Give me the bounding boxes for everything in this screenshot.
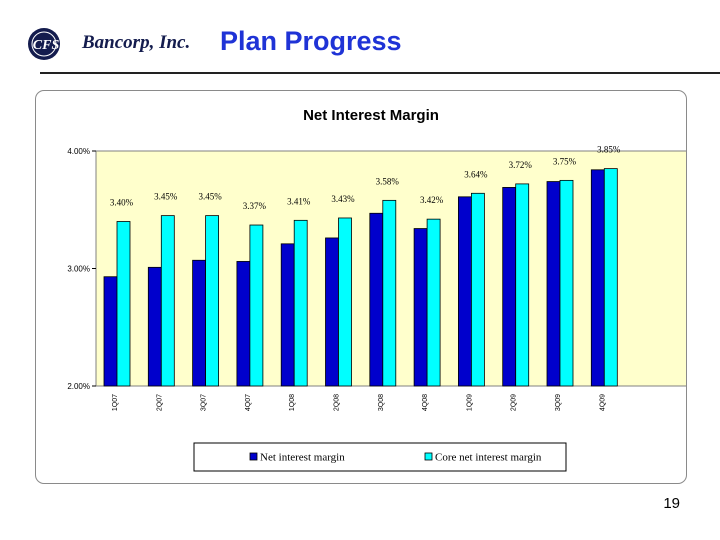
chart-frame: Net Interest Margin 2.00% 3.00% 4.00% 3.40% 1… [35,90,687,484]
bar-core-net-interest-margin [293,219,308,387]
company-logo: CFS Bancorp, Inc. [24,26,224,66]
header-divider [40,72,720,74]
slide-number: 19 [663,495,680,512]
y-tick-label: 4.00% [67,147,90,156]
x-tick-label: 3Q09 [555,394,562,411]
bar-net-interest-margin [413,228,428,387]
data-label: 3.64% [464,169,488,179]
chart-title: Net Interest Margin [303,107,439,124]
data-label: 3.45% [154,192,178,202]
x-tick-label: 2Q09 [511,394,518,411]
legend-label: Core net interest margin [435,452,542,464]
data-label: 3.45% [198,192,222,202]
bar-core-net-interest-margin [426,218,441,387]
bar-core-net-interest-margin [382,199,397,387]
x-tick-label: 3Q07 [201,394,208,411]
bar-core-net-interest-margin [160,215,175,387]
data-label: 3.42% [420,195,444,205]
data-label: 3.75% [553,156,577,166]
legend-swatch [424,452,433,461]
page-title: Plan Progress [220,26,402,56]
bar-net-interest-margin [103,276,118,387]
cfs-badge-icon: CFS [28,28,60,60]
bar-net-interest-margin [502,187,517,387]
x-tick-label: 1Q08 [289,394,296,411]
data-label: 3.37% [243,201,267,211]
x-tick-label: 1Q09 [466,394,473,411]
data-label: 3.85% [597,145,621,155]
bar-core-net-interest-margin [205,215,220,387]
bar-core-net-interest-margin [559,179,574,387]
data-label: 3.72% [509,160,533,170]
legend [193,442,567,472]
bar-core-net-interest-margin [470,192,485,387]
data-label: 3.58% [376,176,400,186]
bar-net-interest-margin [192,259,207,387]
bar-core-net-interest-margin [603,168,618,387]
bar-core-net-interest-margin [116,221,131,387]
legend-label: Net interest margin [260,452,345,464]
x-tick-label: 2Q08 [334,394,341,411]
bar-net-interest-margin [546,181,561,387]
x-tick-label: 3Q08 [378,394,385,411]
y-tick-label: 3.00% [67,265,90,274]
x-tick-label: 2Q07 [156,394,163,411]
bar-net-interest-margin [280,243,295,387]
logo-text: Bancorp, Inc. [82,32,191,53]
y-tick-label: 2.00% [67,382,90,391]
bar-core-net-interest-margin [515,183,530,387]
bar-core-net-interest-margin [338,217,352,387]
x-tick-label: 4Q07 [245,394,252,411]
data-label: 3.43% [331,194,355,204]
legend-swatch [249,452,258,461]
net-interest-margin-chart: Net Interest Margin 2.00% 3.00% 4.00% 3.40% 1… [67,107,686,472]
bar-net-interest-margin [457,196,472,387]
data-label: 3.40% [110,198,134,208]
bar-net-interest-margin [147,266,162,387]
x-tick-label: 4Q08 [422,394,429,411]
data-label: 3.41% [287,196,311,206]
x-tick-label: 4Q09 [599,394,606,411]
bar-core-net-interest-margin [249,224,264,387]
bar-net-interest-margin [369,212,384,387]
bar-net-interest-margin [590,169,605,387]
logo-badge-text: CFS [33,38,60,53]
bar-net-interest-margin [325,237,339,387]
x-tick-label: 1Q07 [112,394,119,411]
bar-net-interest-margin [236,261,251,387]
